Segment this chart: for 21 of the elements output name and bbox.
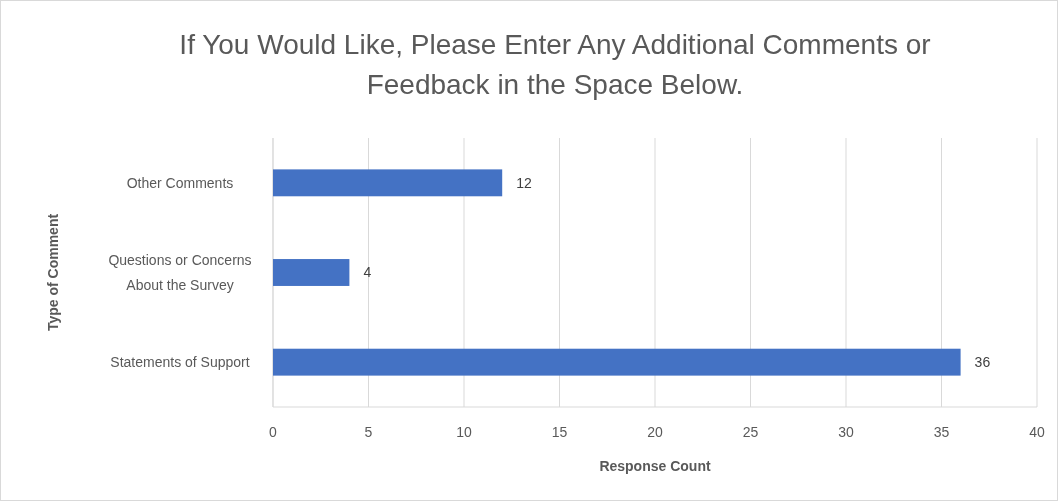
bar [273, 259, 350, 286]
x-tick-label: 25 [742, 424, 759, 440]
y-tick-label: Other Comments [126, 174, 234, 191]
data-label: 4 [363, 264, 372, 281]
x-tick-label: 5 [364, 424, 373, 440]
chart-title: If You Would Like, Please Enter Any Additional Comments or Feedback in the Space Below. [179, 29, 931, 100]
x-axis-title: Response Count [599, 458, 711, 474]
bar [273, 169, 503, 197]
y-tick-label: Statements of Support [110, 354, 250, 371]
y-axis-title: Type of Comment [45, 213, 61, 332]
x-tick-label: 10 [456, 424, 472, 440]
x-tick-label: 30 [838, 424, 854, 440]
x-tick-label: 0 [269, 424, 278, 440]
data-label: 12 [516, 174, 532, 191]
data-label: 36 [974, 354, 991, 371]
x-tick-label: 15 [551, 424, 568, 440]
x-tick-label: 35 [933, 424, 950, 440]
x-tick-label: 20 [647, 424, 663, 440]
x-tick-label: 40 [1029, 424, 1045, 440]
bar [273, 348, 961, 376]
y-tick-label: Questions or Concerns About the Survey [108, 252, 252, 293]
